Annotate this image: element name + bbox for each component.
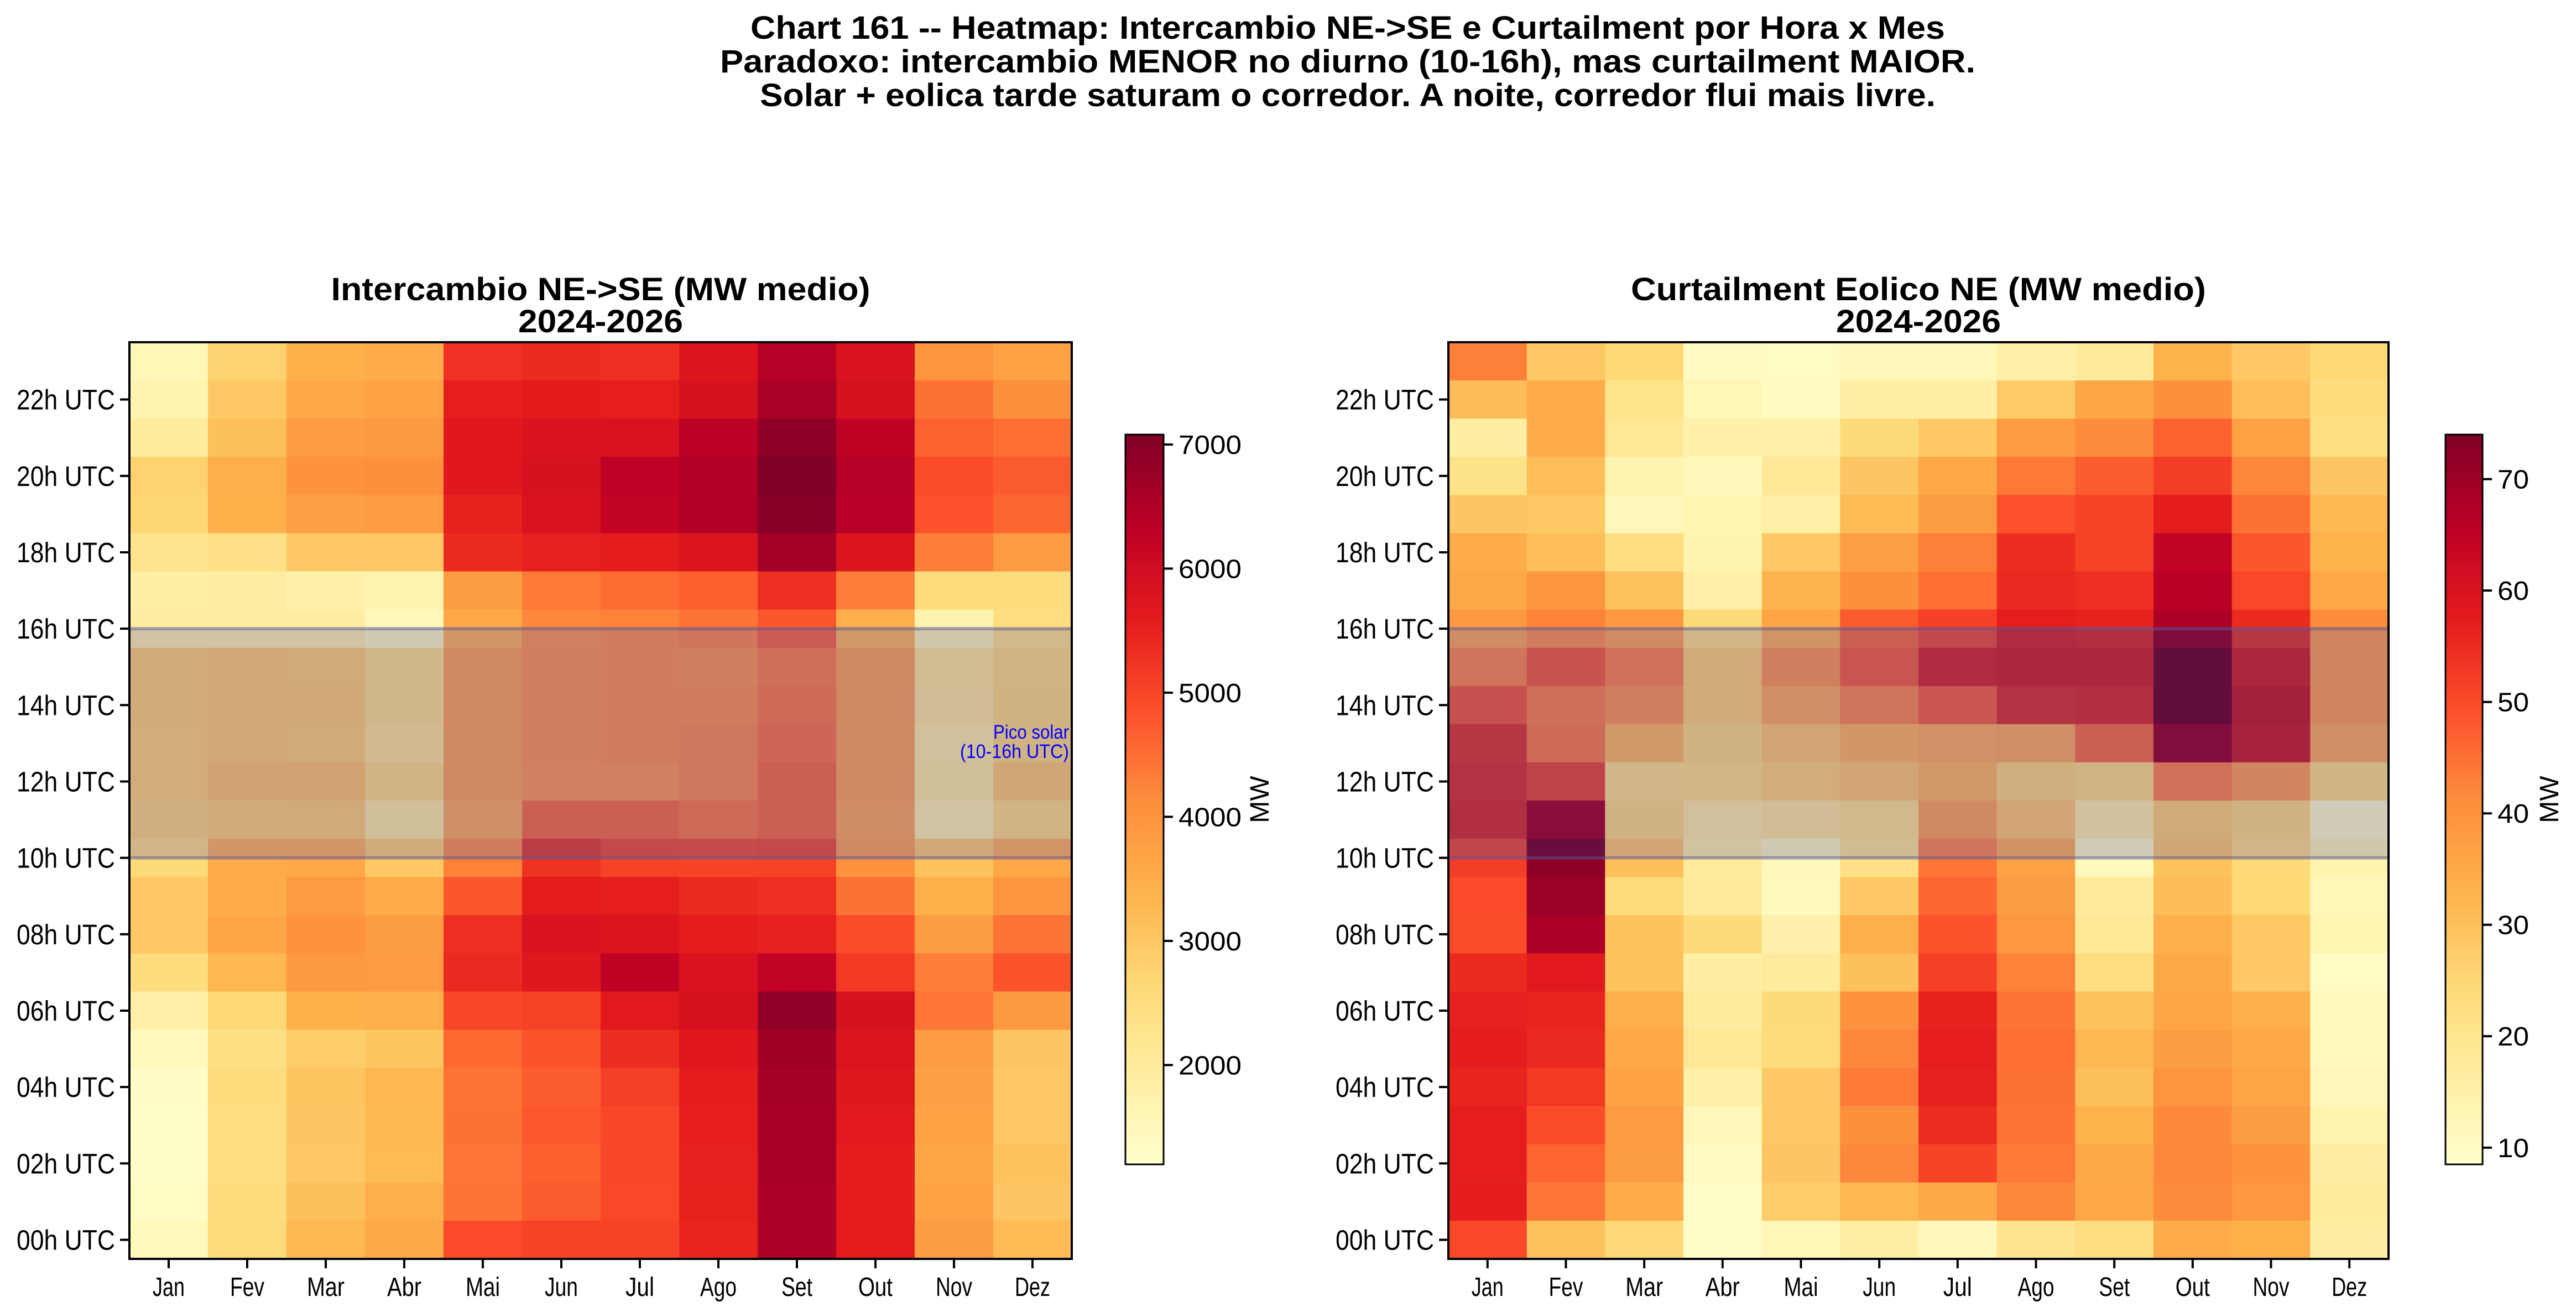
svg-text:Intercambio NE->SE (MW medio): Intercambio NE->SE (MW medio) [331,271,870,307]
svg-text:Set: Set [781,1273,812,1302]
svg-text:Fev: Fev [1549,1273,1583,1302]
svg-text:Fev: Fev [230,1273,264,1302]
svg-text:50: 50 [2497,688,2529,718]
svg-text:22h UTC: 22h UTC [17,384,115,416]
svg-text:06h UTC: 06h UTC [1336,995,1434,1027]
svg-text:20: 20 [2497,1022,2529,1052]
svg-text:Mar: Mar [1625,1273,1663,1302]
svg-text:10: 10 [2497,1134,2529,1163]
svg-text:02h UTC: 02h UTC [17,1148,115,1179]
svg-text:Ago: Ago [700,1273,737,1302]
svg-text:3000: 3000 [1179,927,1242,956]
svg-text:(10-16h UTC): (10-16h UTC) [960,741,1069,762]
svg-text:Set: Set [2099,1273,2130,1302]
svg-text:10h UTC: 10h UTC [1336,843,1434,874]
svg-text:16h UTC: 16h UTC [17,613,115,645]
svg-text:12h UTC: 12h UTC [1336,766,1434,798]
svg-text:Dez: Dez [1015,1273,1050,1302]
svg-text:60: 60 [2497,577,2529,606]
svg-text:Jan: Jan [1472,1273,1504,1302]
svg-text:MW: MW [1245,776,1275,823]
svg-text:00h UTC: 00h UTC [1336,1225,1434,1256]
svg-text:Jun: Jun [545,1273,578,1302]
svg-text:7000: 7000 [1179,431,1242,460]
svg-text:40: 40 [2497,799,2529,829]
svg-text:Mai: Mai [466,1273,500,1302]
svg-text:16h UTC: 16h UTC [1336,613,1434,645]
svg-text:Mai: Mai [1784,1273,1818,1302]
svg-text:2000: 2000 [1179,1051,1242,1080]
svg-text:MW: MW [2535,776,2564,823]
svg-text:20h UTC: 20h UTC [1336,461,1434,492]
svg-text:Solar + eolica tarde saturam o: Solar + eolica tarde saturam o corredor.… [760,77,1936,113]
svg-text:Abr: Abr [1706,1273,1740,1302]
svg-text:14h UTC: 14h UTC [17,689,115,721]
svg-text:10h UTC: 10h UTC [17,843,115,874]
svg-text:06h UTC: 06h UTC [17,995,115,1027]
svg-text:04h UTC: 04h UTC [17,1071,115,1103]
svg-text:Jul: Jul [625,1273,654,1302]
svg-text:Ago: Ago [2018,1273,2054,1302]
svg-text:Nov: Nov [2253,1273,2290,1302]
svg-text:18h UTC: 18h UTC [1336,537,1434,568]
svg-text:30: 30 [2497,911,2529,940]
svg-text:5000: 5000 [1179,679,1242,708]
svg-text:Mar: Mar [307,1273,345,1302]
svg-text:12h UTC: 12h UTC [17,766,115,798]
svg-text:14h UTC: 14h UTC [1336,689,1434,721]
svg-text:Jul: Jul [1943,1273,1972,1302]
svg-text:2024-2026: 2024-2026 [1836,304,2001,339]
svg-text:Chart 161 -- Heatmap: Intercam: Chart 161 -- Heatmap: Intercambio NE->SE… [750,10,1945,46]
svg-text:70: 70 [2497,466,2529,495]
svg-text:2024-2026: 2024-2026 [518,304,683,339]
svg-text:Jan: Jan [153,1273,185,1302]
svg-text:Paradoxo: intercambio MENOR no: Paradoxo: intercambio MENOR no diurno (1… [720,44,1975,80]
svg-text:Out: Out [858,1273,893,1302]
svg-text:Abr: Abr [387,1273,421,1302]
svg-text:00h UTC: 00h UTC [17,1225,115,1256]
svg-text:08h UTC: 08h UTC [17,919,115,950]
svg-text:08h UTC: 08h UTC [1336,919,1434,950]
svg-text:Nov: Nov [936,1273,972,1302]
svg-text:18h UTC: 18h UTC [17,537,115,568]
svg-text:Pico solar: Pico solar [993,722,1069,743]
svg-text:22h UTC: 22h UTC [1336,384,1434,416]
svg-text:6000: 6000 [1179,555,1242,584]
svg-text:02h UTC: 02h UTC [1336,1148,1434,1179]
svg-text:Dez: Dez [2332,1273,2367,1302]
svg-text:Curtailment Eolico NE (MW medi: Curtailment Eolico NE (MW medio) [1631,271,2206,307]
svg-text:Out: Out [2176,1273,2210,1302]
svg-text:20h UTC: 20h UTC [17,461,115,492]
svg-text:04h UTC: 04h UTC [1336,1071,1434,1103]
svg-text:4000: 4000 [1179,803,1242,832]
svg-text:Jun: Jun [1863,1273,1896,1302]
